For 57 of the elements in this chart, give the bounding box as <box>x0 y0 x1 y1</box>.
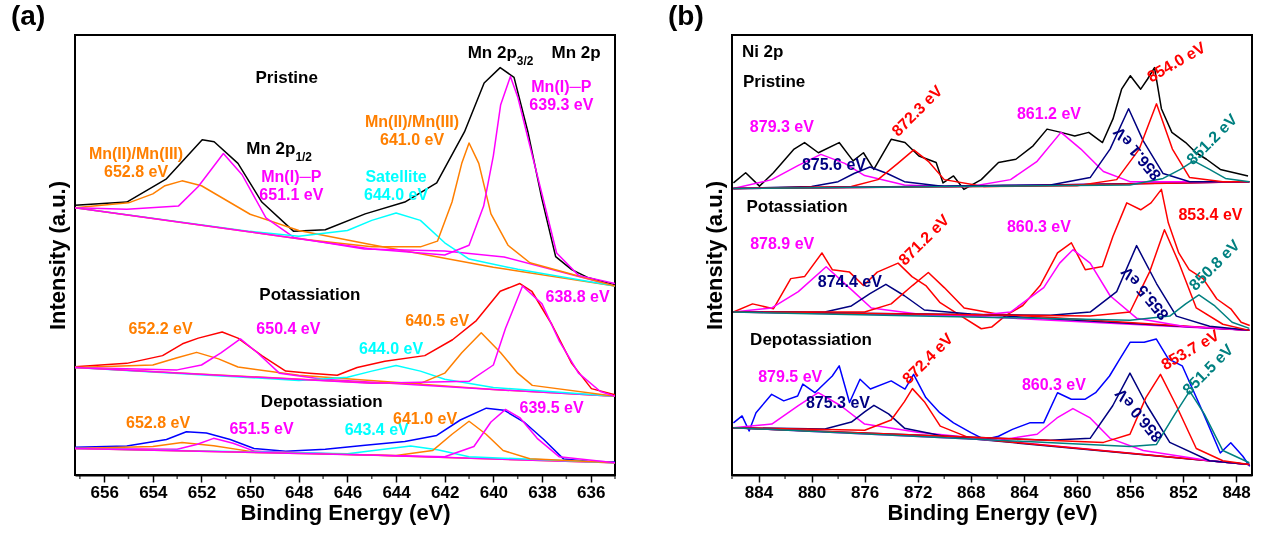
x-tick-label: 640 <box>479 482 509 502</box>
x-tick-label: 650 <box>236 482 265 502</box>
x-axis-title: Binding Energy (eV) <box>887 499 1098 525</box>
series-label: Mn(I)─P 639.3 eV <box>529 77 594 113</box>
x-tick-label: 652 <box>187 482 217 502</box>
x-tick-label: 848 <box>1222 482 1251 502</box>
series-label: 652.2 eV <box>128 320 193 338</box>
series-label: 878.9 eV <box>750 234 815 252</box>
x-tick-label: 852 <box>1169 482 1198 502</box>
x-tick-label: 864 <box>1010 482 1040 502</box>
x-tick-label: 876 <box>850 482 880 502</box>
series-label: 651.5 eV <box>229 420 294 438</box>
x-tick-label: 872 <box>904 482 933 502</box>
x-tick-label: 856 <box>1116 482 1145 502</box>
series-label: 638.8 eV <box>545 287 610 305</box>
annotation: Depotassiation <box>260 392 383 412</box>
series-label: 652.8 eV <box>126 414 191 432</box>
x-tick-label: 642 <box>431 482 460 502</box>
y-axis-title: Intensity (a.u.) <box>44 180 70 331</box>
annotation: Potassiation <box>746 196 848 216</box>
series-label: 861.2 eV <box>1016 105 1082 123</box>
series-label: 644.0 eV <box>359 340 424 358</box>
x-tick-label: 636 <box>576 482 606 502</box>
x-tick-label: 868 <box>957 482 986 502</box>
series-label: 640.5 eV <box>405 311 470 329</box>
x-tick-label: 646 <box>333 482 363 502</box>
y-axis-title: Intensity (a.u.) <box>701 180 727 331</box>
x-axis-title: Binding Energy (eV) <box>240 499 451 525</box>
series-label: 853.4 eV <box>1178 205 1243 223</box>
text: Ni 2p <box>741 42 784 62</box>
series-label: 879.3 eV <box>749 118 815 136</box>
x-tick-label: 860 <box>1063 482 1092 502</box>
x-tick-label: 656 <box>90 482 119 502</box>
annotation: Depotassiation <box>750 330 872 350</box>
series-label: Mn(I)─P 651.1 eV <box>259 167 324 203</box>
chart-title: (a) <box>11 0 46 31</box>
x-tick-label: 880 <box>797 482 827 502</box>
series-label: 650.4 eV <box>256 319 321 337</box>
annotation: Pristine <box>255 68 318 88</box>
text: Mn 2p <box>551 43 601 63</box>
series-label: 879.5 eV <box>758 367 823 385</box>
x-tick-label: 884 <box>744 482 774 502</box>
annotation: Pristine <box>742 72 806 92</box>
chart-title: (b) <box>668 0 704 31</box>
series-label: Mn(II)/Mn(III) 652.8 eV <box>88 144 184 180</box>
x-tick-label: 648 <box>285 482 314 502</box>
series-label: 875.6 eV <box>801 156 867 173</box>
series-label: 860.3 eV <box>1021 375 1087 393</box>
annotation: Mn 2p$_{3/2}$ <box>467 43 534 69</box>
x-tick-label: 654 <box>139 482 169 502</box>
annotation: Potassiation <box>259 285 361 305</box>
series-label: 860.3 eV <box>1006 217 1072 235</box>
annotation: Mn 2p$_{1/2}$ <box>246 138 313 164</box>
series-label: Mn(II)/Mn(III) 641.0 eV <box>364 112 460 148</box>
series-label: 639.5 eV <box>519 399 584 417</box>
x-tick-label: 638 <box>528 482 557 502</box>
x-tick-label: 644 <box>382 482 412 502</box>
